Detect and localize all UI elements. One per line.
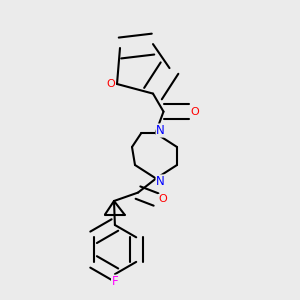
Text: F: F bbox=[112, 275, 118, 288]
Text: N: N bbox=[156, 124, 165, 137]
Text: O: O bbox=[158, 194, 167, 205]
Text: O: O bbox=[190, 106, 199, 117]
Text: O: O bbox=[106, 79, 115, 89]
Text: N: N bbox=[156, 175, 165, 188]
